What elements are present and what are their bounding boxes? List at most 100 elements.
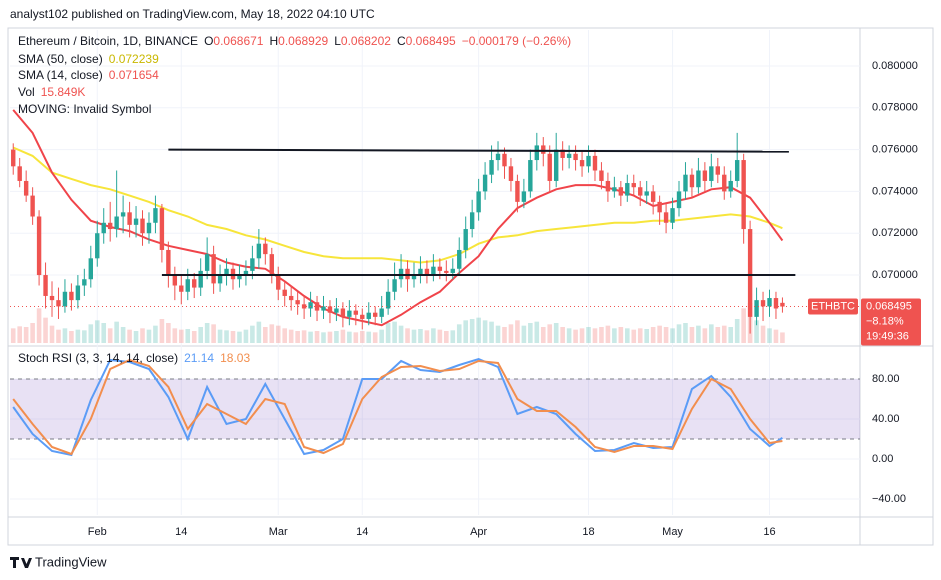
volume-bar bbox=[444, 331, 449, 343]
candle-body bbox=[392, 279, 397, 292]
candle-body bbox=[579, 160, 585, 167]
x-tick-label: 14 bbox=[356, 526, 368, 538]
volume-bar bbox=[599, 327, 604, 343]
volume-bar bbox=[140, 328, 145, 343]
candle-body bbox=[747, 229, 753, 317]
candle-body bbox=[586, 155, 591, 167]
candle-body bbox=[114, 216, 119, 230]
legend-line: Ethereum / Bitcoin, 1D, BINANCE O0.068671… bbox=[18, 34, 571, 48]
candle-body bbox=[301, 304, 307, 309]
volume-bar bbox=[301, 330, 307, 343]
candle-body bbox=[618, 187, 624, 196]
legend-line: SMA (14, close) 0.071654 bbox=[18, 68, 159, 82]
candle-body bbox=[204, 254, 210, 271]
volume-bar bbox=[49, 325, 55, 343]
legend-text: SMA (50, close) bbox=[18, 52, 103, 66]
candle-body bbox=[463, 229, 468, 250]
volume-bar bbox=[411, 329, 417, 343]
volume-bar bbox=[540, 327, 546, 343]
legend-line: SMA (50, close) 0.072239 bbox=[18, 52, 159, 66]
y-tick-label: 0.074000 bbox=[872, 185, 918, 197]
candle-body bbox=[133, 218, 139, 225]
volume-bar bbox=[237, 331, 242, 343]
volume-bar bbox=[230, 331, 236, 343]
candle-body bbox=[11, 149, 16, 167]
chart-frame bbox=[7, 27, 934, 546]
volume-bar bbox=[437, 329, 443, 343]
volume-bar bbox=[780, 332, 785, 343]
candle-body bbox=[95, 233, 100, 259]
candle-body bbox=[88, 258, 93, 280]
y-tick-label: −40.00 bbox=[872, 493, 906, 505]
volume-bar bbox=[314, 331, 320, 343]
candle-body bbox=[650, 191, 656, 202]
legend-text: 0.068671 bbox=[213, 34, 263, 48]
candle-body bbox=[56, 300, 61, 307]
legend-text: −0.000179 (−0.26%) bbox=[462, 34, 571, 48]
candle-body bbox=[288, 295, 294, 301]
y-tick-label: 40.00 bbox=[872, 413, 900, 425]
volume-bar bbox=[211, 324, 216, 343]
legend-text: 0.068929 bbox=[278, 34, 328, 48]
candle-body bbox=[347, 310, 352, 317]
candle-body bbox=[541, 145, 546, 154]
volume-bar bbox=[508, 324, 514, 343]
volume-bar bbox=[670, 328, 675, 343]
volume-bar bbox=[405, 328, 410, 343]
candle-body bbox=[17, 166, 22, 181]
candle-body bbox=[308, 302, 313, 309]
candle-body bbox=[722, 174, 727, 192]
band-fill bbox=[10, 379, 860, 439]
legend-text: C bbox=[397, 34, 406, 48]
candle-body bbox=[521, 191, 527, 202]
volume-bar bbox=[217, 329, 223, 343]
volume-bar bbox=[644, 329, 649, 343]
x-tick-label: Apr bbox=[470, 526, 487, 538]
volume-bar bbox=[418, 329, 423, 343]
legend-text: H bbox=[269, 34, 278, 48]
candle-body bbox=[75, 285, 81, 301]
candle-body bbox=[689, 174, 695, 188]
candle-body bbox=[612, 187, 617, 192]
volume-bar bbox=[269, 324, 275, 343]
volume-bar bbox=[69, 331, 74, 343]
candle-body bbox=[599, 170, 604, 181]
candle-body bbox=[469, 212, 475, 230]
legend-text: 0.072239 bbox=[109, 52, 159, 66]
volume-bar bbox=[431, 328, 436, 343]
volume-bar bbox=[347, 331, 352, 343]
volume-bar bbox=[728, 327, 734, 343]
candle-body bbox=[405, 268, 410, 280]
volume-bar bbox=[172, 328, 178, 343]
candle-body bbox=[334, 308, 339, 313]
volume-bar bbox=[114, 321, 119, 343]
volume-bar bbox=[385, 323, 391, 343]
volume-bar bbox=[721, 325, 727, 343]
volume-bar bbox=[566, 328, 572, 343]
candle-body bbox=[625, 183, 630, 196]
volume-bar bbox=[553, 323, 559, 343]
candle-body bbox=[360, 314, 365, 319]
volume-bar bbox=[592, 328, 598, 343]
volume-bar bbox=[359, 331, 365, 343]
volume-bar bbox=[689, 327, 695, 343]
volume-bar bbox=[133, 331, 139, 343]
volume-bar bbox=[23, 327, 29, 343]
volume-bar bbox=[120, 327, 126, 343]
volume-bar bbox=[547, 324, 553, 343]
candle-body bbox=[250, 258, 255, 271]
volume-bar bbox=[379, 329, 384, 343]
legend-text: 18.03 bbox=[220, 351, 250, 365]
candle-body bbox=[140, 218, 145, 234]
trendline bbox=[168, 148, 789, 153]
candle-body bbox=[767, 298, 772, 307]
candle-body bbox=[166, 249, 171, 276]
volume-bar bbox=[17, 326, 22, 343]
volume-bar bbox=[625, 328, 630, 343]
volume-bar bbox=[204, 323, 210, 343]
candle-body bbox=[534, 145, 540, 161]
volume-bar bbox=[605, 325, 611, 343]
candle-body bbox=[670, 208, 675, 223]
